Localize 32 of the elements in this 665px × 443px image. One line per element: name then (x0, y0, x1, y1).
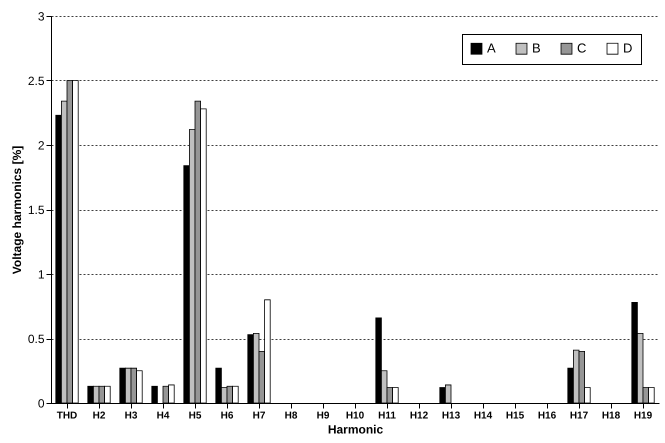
x-tick-label: H19 (634, 410, 653, 422)
x-axis-title: Harmonic (328, 422, 384, 436)
y-tick-label: 0 (38, 396, 45, 410)
y-tick-label: 1.5 (28, 203, 45, 217)
x-tick-label: H11 (378, 410, 396, 422)
x-tick-label: H14 (474, 410, 493, 422)
y-tick-label: 0.5 (28, 332, 45, 346)
x-tick-label: H18 (602, 410, 621, 422)
x-tick-label: H15 (506, 410, 525, 422)
y-tick-label: 1 (38, 268, 45, 282)
x-tick-label: H6 (220, 410, 234, 422)
legend-label: A (487, 40, 496, 56)
x-tick-label: H8 (284, 410, 298, 422)
legend-label: D (623, 40, 632, 56)
x-tick-label: H2 (92, 410, 106, 422)
legend-label: B (532, 40, 541, 56)
x-tick-label: H10 (346, 410, 365, 422)
x-tick-label: H7 (252, 410, 266, 422)
x-tick-label: H13 (442, 410, 461, 422)
x-tick-label: H5 (188, 410, 202, 422)
x-tick-label: H12 (410, 410, 429, 422)
legend-label: C (577, 40, 586, 56)
y-tick-label: 2.5 (28, 74, 45, 88)
y-tick-label: 3 (38, 10, 45, 24)
x-tick-label: H3 (124, 410, 138, 422)
x-tick-label: H17 (570, 410, 589, 422)
x-tick-label: H4 (156, 410, 170, 422)
x-tick-label: H16 (538, 410, 557, 422)
x-tick-label: H9 (316, 410, 330, 422)
y-tick-label: 2 (38, 138, 45, 152)
x-tick-label: THD (56, 410, 78, 422)
y-axis-title: Voltage harmonics [%] (10, 146, 24, 274)
